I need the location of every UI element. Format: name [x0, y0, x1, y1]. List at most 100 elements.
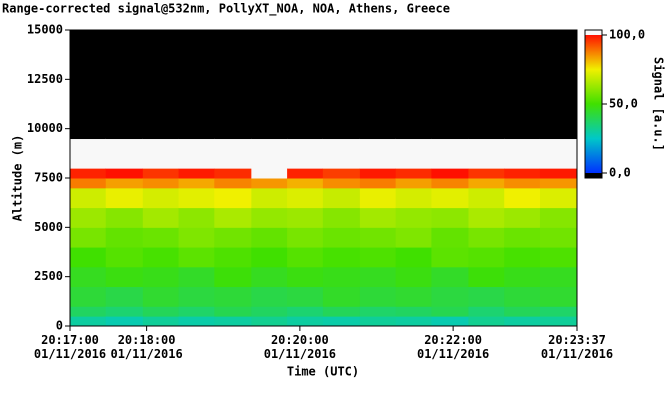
heatmap-cell	[468, 30, 505, 140]
heatmap-cell	[214, 227, 252, 248]
heatmap-cell	[504, 227, 541, 248]
heatmap-cell	[431, 168, 469, 179]
heatmap-cell	[322, 227, 361, 248]
heatmap-cell	[468, 207, 505, 228]
heatmap-cell	[142, 138, 180, 169]
heatmap-cell	[322, 187, 361, 209]
heatmap-cell	[287, 266, 324, 288]
heatmap-cell	[395, 227, 432, 248]
heatmap-cell	[431, 207, 469, 228]
heatmap-cell	[504, 266, 541, 288]
heatmap-cell	[322, 178, 361, 189]
heatmap-cell	[322, 30, 361, 140]
heatmap-cell	[539, 247, 578, 268]
heatmap-cell	[142, 316, 180, 327]
heatmap-cell	[539, 168, 578, 179]
x-tick-label: 20:23:37 01/11/2016	[540, 333, 614, 361]
heatmap-cell	[287, 187, 324, 209]
heatmap-cell	[468, 168, 505, 179]
heatmap-cell	[539, 316, 578, 327]
heatmap-cell	[539, 266, 578, 288]
heatmap-cell	[105, 207, 144, 228]
heatmap-cell	[359, 316, 397, 327]
heatmap-cell	[468, 316, 505, 327]
heatmap-cell	[468, 266, 505, 288]
chart-title: Range-corrected signal@532nm, PollyXT_NO…	[2, 2, 450, 17]
heatmap-cell	[70, 207, 107, 228]
heatmap-cell	[539, 30, 578, 140]
heatmap-cell	[359, 168, 397, 179]
heatmap-cell	[287, 138, 324, 169]
heatmap-cell	[105, 286, 144, 307]
heatmap-cell	[431, 178, 469, 189]
heatmap-cell	[251, 138, 288, 169]
heatmap-cell	[142, 30, 180, 140]
colorbar-over	[585, 30, 602, 35]
heatmap-cell	[322, 247, 361, 268]
heatmap-cell	[70, 178, 107, 189]
heatmap-cell	[504, 207, 541, 228]
heatmap-cell	[178, 168, 215, 179]
heatmap-cell	[395, 266, 432, 288]
heatmap-cell	[178, 316, 215, 327]
heatmap-cell	[504, 168, 541, 179]
colorbar-tick-label: 50,0	[609, 97, 638, 111]
heatmap-cell	[322, 266, 361, 288]
heatmap-cell	[359, 30, 397, 140]
heatmap-cell	[178, 227, 215, 248]
colorbar-label: Signal [a.u.]	[652, 57, 666, 151]
heatmap-cell	[178, 306, 215, 317]
heatmap-cell	[214, 168, 252, 179]
heatmap-cell	[70, 30, 107, 140]
heatmap-cell	[359, 286, 397, 307]
heatmap-cell	[539, 178, 578, 189]
heatmap-cell	[504, 178, 541, 189]
heatmap-cell	[468, 227, 505, 248]
heatmap-cell	[468, 187, 505, 209]
heatmap-cell	[178, 138, 215, 169]
heatmap-cell	[105, 227, 144, 248]
heatmap-cell	[178, 207, 215, 228]
heatmap-cell	[70, 306, 107, 317]
heatmap-cell	[214, 138, 252, 169]
heatmap-cell	[105, 178, 144, 189]
heatmap-cell	[468, 286, 505, 307]
heatmap-cell	[395, 138, 432, 169]
heatmap-cell	[395, 316, 432, 327]
heatmap-cell	[214, 247, 252, 268]
heatmap-cell	[359, 227, 397, 248]
heatmap-cell	[322, 286, 361, 307]
heatmap-cell	[251, 306, 288, 317]
heatmap-cell	[431, 316, 469, 327]
heatmap-cell	[395, 168, 432, 179]
heatmap-cell	[468, 247, 505, 268]
heatmap-cell	[359, 187, 397, 209]
x-tick-label: 20:22:00 01/11/2016	[416, 333, 490, 361]
heatmap-cell	[395, 306, 432, 317]
heatmap-cell	[251, 286, 288, 307]
heatmap-cell	[214, 187, 252, 209]
colorbar-tick-label: 100,0	[609, 28, 645, 42]
heatmap-cell	[251, 227, 288, 248]
heatmap-cell	[142, 227, 180, 248]
heatmap-cell	[251, 168, 288, 179]
heatmap-cell	[105, 138, 144, 169]
y-tick-label: 15000	[27, 23, 63, 37]
heatmap-cell	[214, 316, 252, 327]
heatmap-cell	[142, 187, 180, 209]
heatmap-cell	[105, 316, 144, 327]
heatmap-cell	[105, 168, 144, 179]
heatmap-cell	[178, 247, 215, 268]
heatmap-cell	[214, 178, 252, 189]
heatmap-cell	[251, 30, 288, 140]
heatmap-cell	[431, 247, 469, 268]
heatmap-cell	[431, 227, 469, 248]
colorbar-tick-label: 0,0	[609, 166, 631, 180]
heatmap-cell	[322, 207, 361, 228]
heatmap-cell	[395, 286, 432, 307]
heatmap-cell	[142, 168, 180, 179]
heatmap-cell	[287, 316, 324, 327]
heatmap-cell	[287, 168, 324, 179]
heatmap-cell	[251, 316, 288, 327]
